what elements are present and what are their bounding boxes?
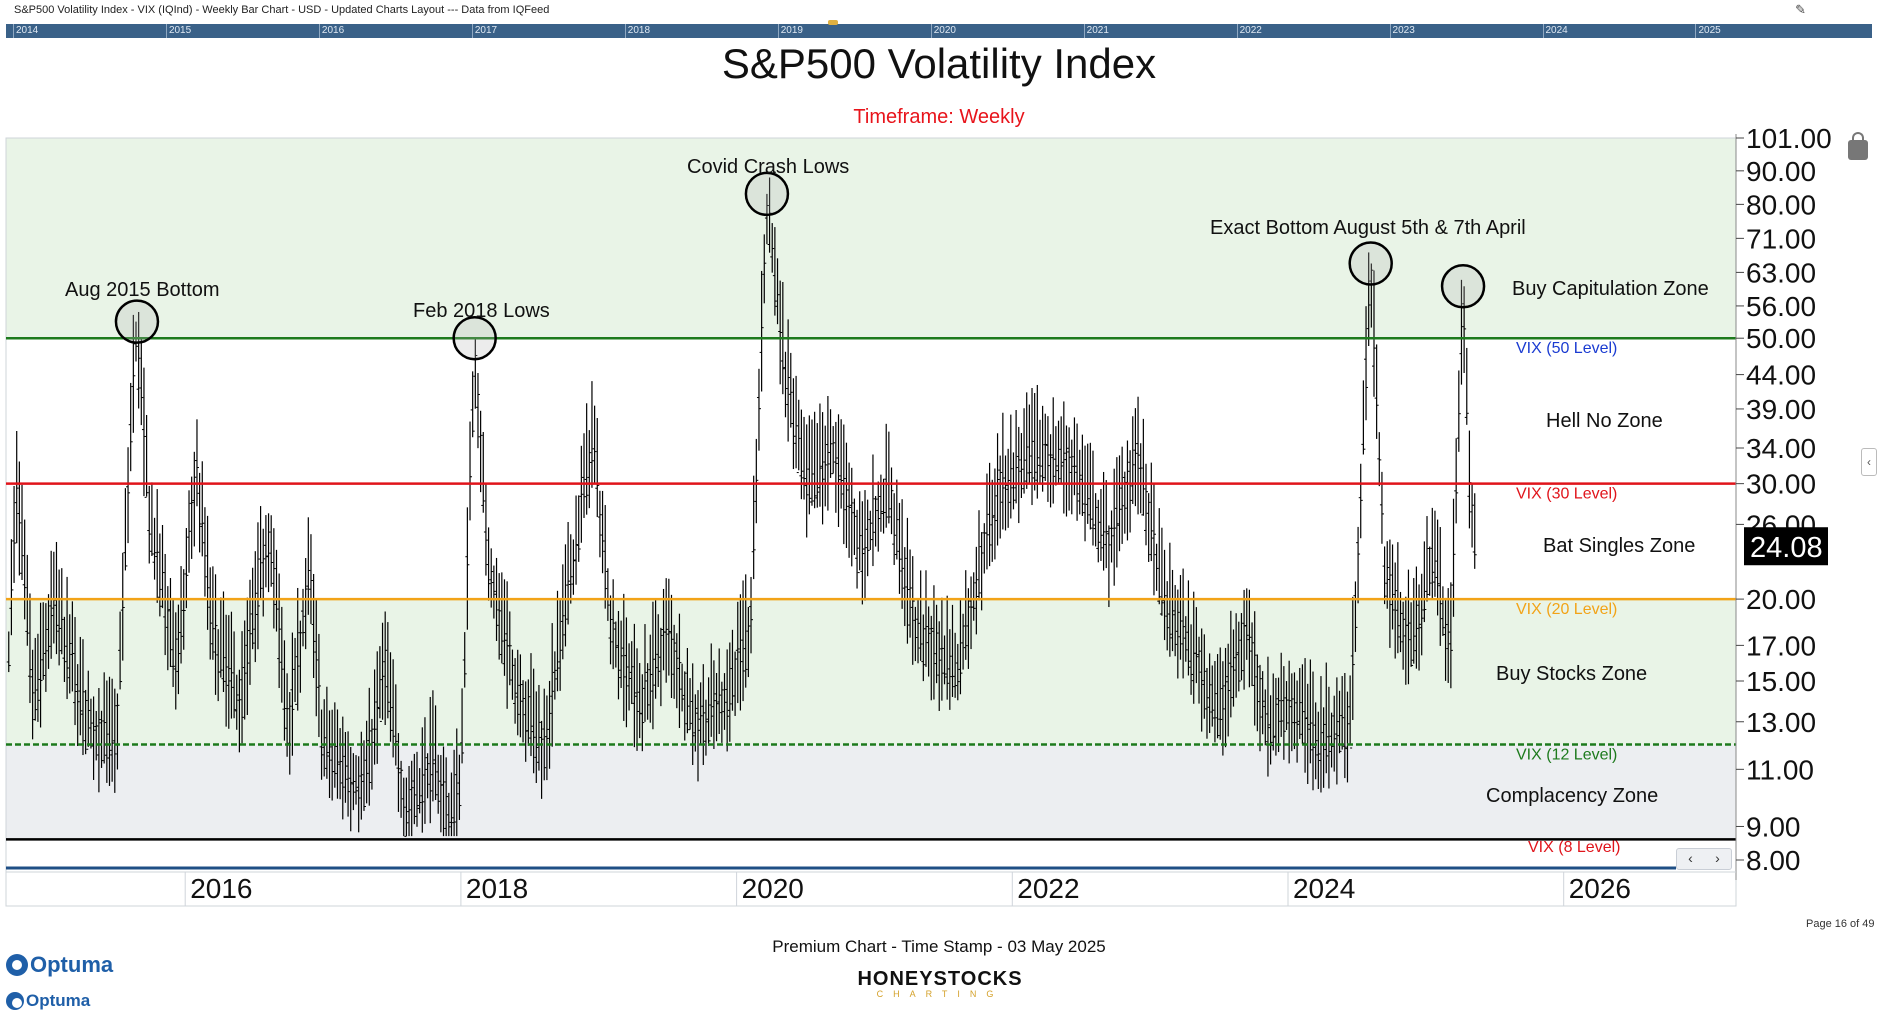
- timeline-handle[interactable]: [828, 20, 838, 25]
- last-price-label: 24.08: [1750, 532, 1823, 564]
- scroll-right-icon[interactable]: ›: [1715, 850, 1720, 866]
- nav-year-label: 2018: [624, 24, 651, 38]
- annotation-label: Feb 2018 Lows: [413, 300, 550, 322]
- nav-year-label: 2015: [165, 24, 192, 38]
- y-tick-label: 17.00: [1746, 630, 1816, 661]
- page-label: Page 16 of 49: [1806, 918, 1875, 930]
- brand-tagline: CHARTING: [876, 989, 1004, 999]
- annotation-label: Covid Crash Lows: [687, 156, 849, 178]
- chart-scroll-buttons[interactable]: ‹ ›: [1676, 848, 1732, 870]
- y-tick-label: 63.00: [1746, 257, 1816, 288]
- nav-year-label: 2022: [1236, 24, 1262, 38]
- chart-title: S&P500 Volatility Index: [721, 40, 1157, 87]
- optuma-mark-icon-small: [6, 992, 24, 1010]
- optuma-label: Optuma: [30, 952, 114, 977]
- chart-header-text: S&P500 Volatility Index - VIX (IQInd) - …: [14, 4, 550, 16]
- zone-label: Bat Singles Zone: [1543, 535, 1695, 557]
- zone-label: Buy Stocks Zone: [1496, 663, 1647, 685]
- nav-year-label: 2014: [12, 24, 39, 38]
- level-label: VIX (30 Level): [1516, 486, 1617, 503]
- scroll-left-icon[interactable]: ‹: [1688, 850, 1693, 866]
- x-tick-label: 2026: [1569, 873, 1631, 904]
- zone-band: [6, 599, 1736, 745]
- y-tick-label: 101.00: [1746, 123, 1832, 154]
- timeline-navigator[interactable]: 2014 2015 2016 2017 2018 2019 2020 2021 2022 2023…: [6, 24, 1872, 38]
- optuma-logo: Optuma: [6, 952, 113, 978]
- x-tick-label: 2018: [466, 873, 528, 904]
- annotation-circle: [1440, 264, 1486, 309]
- x-tick-label: 2020: [742, 873, 804, 904]
- y-tick-label: 39.00: [1746, 394, 1816, 425]
- zone-band: [6, 338, 1736, 484]
- zone-band: [6, 138, 1736, 339]
- annotation-circle: [114, 299, 160, 344]
- annotation-circle: [452, 315, 497, 361]
- nav-year-label: 2021: [1083, 24, 1109, 38]
- honeystocks-logo: HONEYSTOCKS CHARTING: [690, 968, 1190, 999]
- y-tick-label: 8.00: [1746, 845, 1801, 876]
- annotation-circle: [1348, 241, 1393, 286]
- last-price-box: [1744, 527, 1828, 566]
- nav-year-label: 2023: [1389, 24, 1415, 38]
- y-tick-label: 20.00: [1746, 584, 1816, 615]
- y-tick-label: 71.00: [1746, 223, 1816, 254]
- footer-timestamp: Premium Chart - Time Stamp - 03 May 2025: [772, 937, 1106, 956]
- annotation-circle: [744, 171, 790, 217]
- brand-name: HONEYSTOCKS: [857, 968, 1023, 990]
- nav-year-label: 2016: [318, 24, 345, 38]
- optuma-logo-small: Optuma: [6, 991, 90, 1011]
- y-tick-label: 11.00: [1746, 754, 1814, 785]
- y-tick-label: 9.00: [1746, 811, 1801, 842]
- y-tick-label: 34.00: [1746, 433, 1816, 464]
- nav-year-label: 2024: [1542, 24, 1568, 38]
- zone-label: Complacency Zone: [1486, 785, 1658, 807]
- y-tick-label: 13.00: [1746, 707, 1816, 738]
- level-label: VIX (20 Level): [1516, 601, 1617, 618]
- y-tick-label: 44.00: [1746, 360, 1816, 391]
- annotation-label: Exact Bottom August 5th & 7th April: [1210, 217, 1526, 239]
- nav-year-label: 2017: [471, 24, 498, 38]
- y-tick-label: 50.00: [1746, 323, 1816, 354]
- lock-icon[interactable]: [1848, 132, 1868, 160]
- level-label: VIX (50 Level): [1516, 340, 1617, 357]
- y-tick-label: 56.00: [1746, 291, 1816, 322]
- chart-subtitle: Timeframe: Weekly: [853, 106, 1025, 128]
- vix-chart[interactable]: VIX (50 Level) VIX (30 Level) VIX (20 Leve…: [0, 0, 1878, 914]
- level-label: VIX (12 Level): [1516, 747, 1617, 764]
- annotation-label: Aug 2015 Bottom: [65, 279, 220, 301]
- optuma-mark-icon: [6, 954, 28, 976]
- y-tick-label: 80.00: [1746, 189, 1816, 220]
- zone-label: Hell No Zone: [1546, 410, 1663, 432]
- y-tick-label: 30.00: [1746, 469, 1816, 500]
- nav-year-label: 2019: [777, 24, 803, 38]
- zone-band: [6, 483, 1736, 600]
- optuma-label-small: Optuma: [26, 991, 91, 1010]
- pin-icon[interactable]: ✎: [1795, 2, 1806, 17]
- zone-band: [6, 744, 1736, 840]
- level-label: VIX (8 Level): [1528, 839, 1620, 856]
- collapse-panel-icon[interactable]: ‹: [1861, 448, 1877, 476]
- nav-year-label: 2020: [930, 24, 956, 38]
- y-tick-label: 15.00: [1746, 666, 1816, 697]
- x-tick-label: 2016: [190, 873, 252, 904]
- y-tick-label: 90.00: [1746, 156, 1816, 187]
- x-tick-label: 2024: [1293, 873, 1355, 904]
- zone-label: Buy Capitulation Zone: [1512, 278, 1709, 300]
- x-tick-label: 2022: [1017, 873, 1079, 904]
- nav-year-label: 2025: [1695, 24, 1721, 38]
